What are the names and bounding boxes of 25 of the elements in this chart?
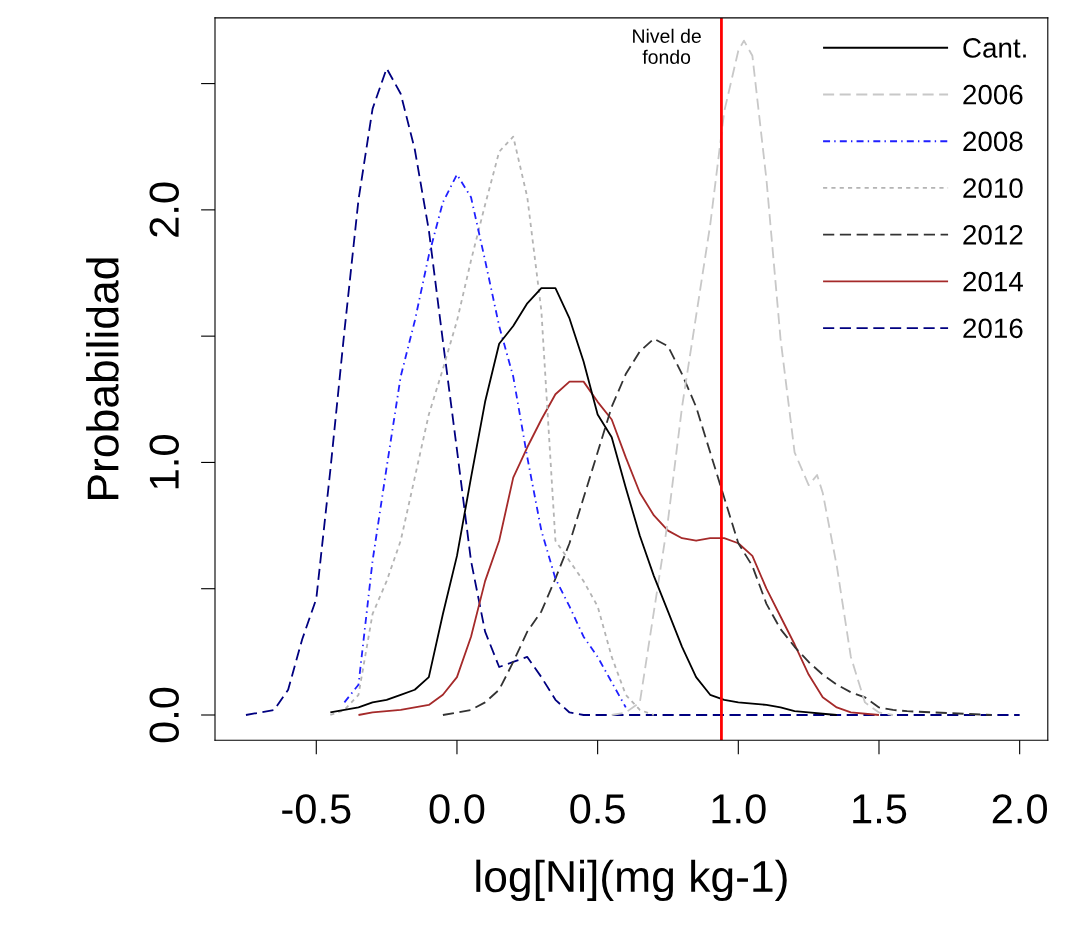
ref-line-label: Nivel de fondo: [633, 28, 701, 64]
y-tick-label: 0.0: [149, 687, 179, 743]
x-tick-label: 0.5: [570, 794, 625, 824]
legend-label: 2016: [963, 318, 1023, 339]
legend-label: 2008: [963, 131, 1023, 152]
legend-label: 2014: [963, 271, 1023, 292]
x-tick-label: 2.0: [992, 794, 1047, 824]
x-tick-label: 1.5: [853, 794, 907, 824]
legend-label: 2012: [963, 225, 1023, 245]
legend-label: 2006: [963, 84, 1023, 105]
line-series: [441, 337, 993, 716]
line-series: [357, 380, 880, 716]
y-tick-label: 1.0: [149, 435, 179, 489]
line-series: [343, 173, 627, 709]
x-tick-label: 1.0: [712, 794, 766, 824]
y-axis-title: Probabilidad: [86, 258, 119, 499]
line-series: [329, 135, 655, 716]
y-tick-label: 2.0: [149, 182, 179, 237]
line-series: [245, 67, 1021, 716]
legend-label: 2010: [963, 178, 1023, 198]
line-series: [329, 287, 838, 716]
x-tick-label: -0.5: [282, 794, 351, 824]
x-tick-label: 0.0: [429, 794, 485, 824]
x-axis-title: log[Ni](mg kg-1): [476, 859, 787, 902]
legend-label: Cant.: [963, 38, 1026, 58]
